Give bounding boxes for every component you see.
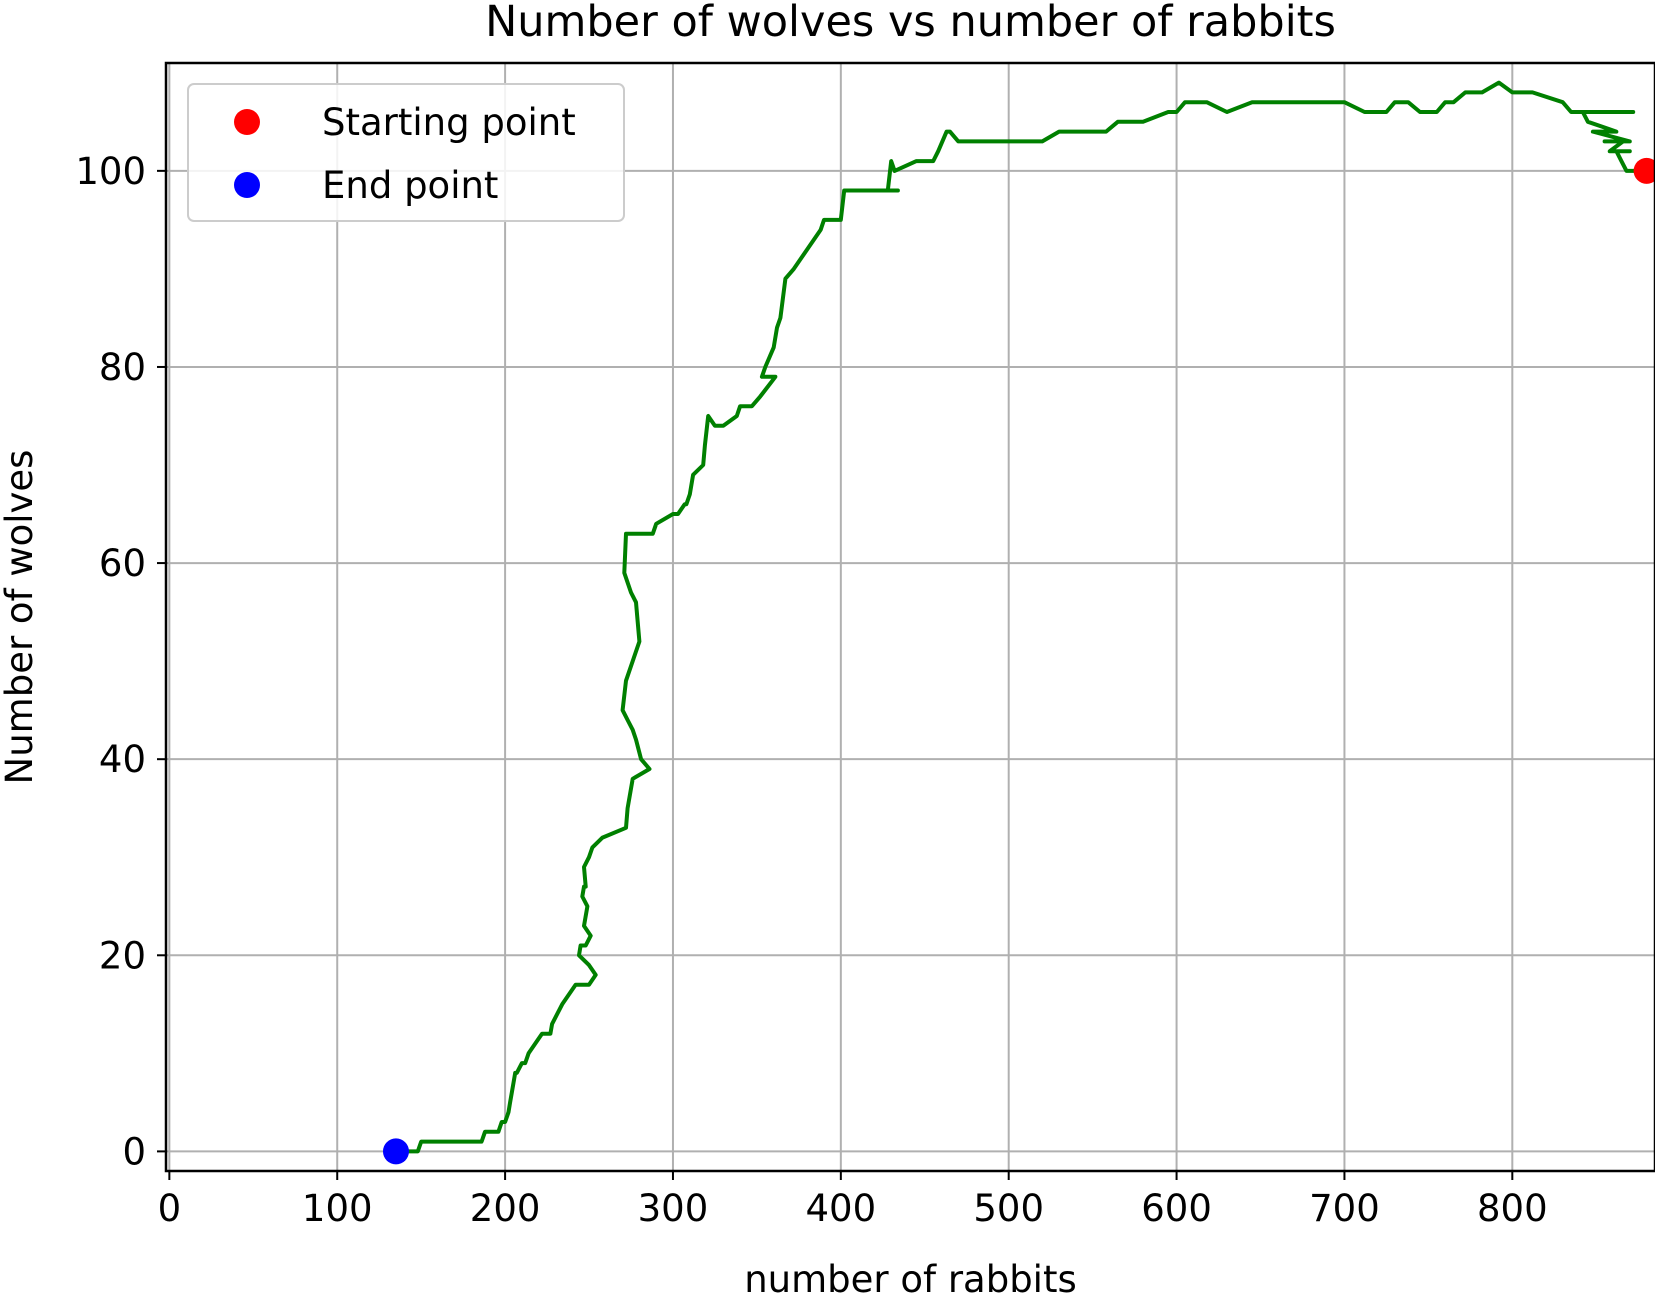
y-axis-label: Number of wolves [0, 450, 41, 785]
y-axis-ticks: 0 20 40 60 80 100 [75, 150, 166, 1173]
x-tick-label: 600 [1141, 1187, 1212, 1230]
chart-title: Number of wolves vs number of rabbits [485, 0, 1336, 47]
x-tick-label: 700 [1309, 1187, 1380, 1230]
legend-end-point-label: End point [322, 164, 498, 207]
y-tick-label: 80 [99, 346, 146, 389]
x-tick-label: 0 [158, 1187, 182, 1230]
points-layer [382, 157, 1655, 1165]
end-point-marker [382, 1138, 409, 1165]
x-axis-ticks: 0 100 200 300 400 500 600 700 800 [158, 1171, 1548, 1230]
grid [166, 63, 1655, 1171]
legend-box [187, 83, 625, 222]
y-tick-label: 60 [99, 542, 146, 585]
y-tick-label: 100 [75, 150, 146, 193]
x-axis-label: number of rabbits [744, 1258, 1077, 1301]
y-tick-label: 40 [99, 738, 146, 781]
x-tick-label: 500 [973, 1187, 1044, 1230]
legend-starting-point-label: Starting point [322, 101, 576, 144]
x-tick-label: 400 [806, 1187, 877, 1230]
legend-end-point-marker [234, 172, 260, 198]
starting-point-marker [1633, 157, 1655, 184]
x-tick-label: 200 [470, 1187, 541, 1230]
series-layer [394, 80, 1649, 1154]
plot-frame [164, 61, 1655, 1173]
x-tick-label: 300 [638, 1187, 709, 1230]
series-line [394, 80, 1649, 1154]
y-tick-label: 20 [99, 934, 146, 977]
legend: Starting point End point [187, 83, 625, 222]
legend-starting-point-marker [234, 109, 260, 135]
x-tick-label: 100 [302, 1187, 373, 1230]
y-tick-label: 0 [122, 1130, 146, 1173]
x-tick-label: 800 [1477, 1187, 1548, 1230]
